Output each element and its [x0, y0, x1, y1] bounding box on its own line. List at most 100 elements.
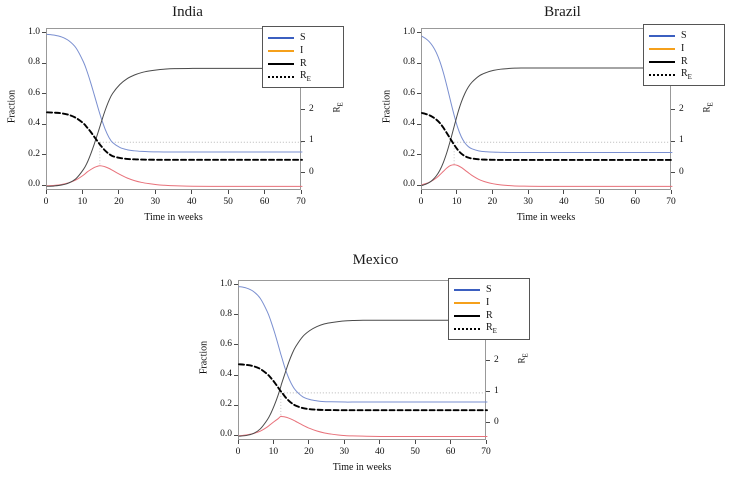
legend-item-i[interactable]: I — [644, 42, 724, 55]
xtick-label-30: 30 — [150, 197, 161, 207]
xtick-label-10: 10 — [77, 197, 88, 207]
xtick-mark — [191, 190, 193, 194]
ytick-label-0.0: 0.0 — [403, 179, 415, 190]
xtick-mark — [343, 440, 345, 444]
legend-label-s: S — [300, 31, 306, 43]
xtick-label-40: 40 — [186, 197, 197, 207]
legend-swatch-s — [454, 288, 480, 291]
x-axis-label: Time in weeks — [144, 212, 203, 223]
xtick-mark — [491, 190, 493, 194]
xtick-label-0: 0 — [43, 197, 49, 207]
legend-item-re[interactable]: RE — [644, 68, 724, 81]
ytick-label-0.8: 0.8 — [28, 57, 40, 68]
legend-swatch-s — [268, 36, 294, 39]
xtick-mark — [563, 190, 565, 194]
y2tick-mark — [671, 109, 675, 111]
ytick-mark — [417, 184, 421, 186]
y2-axis-label: RE — [702, 92, 715, 122]
legend-item-i[interactable]: I — [263, 44, 343, 57]
legend-label-r: R — [486, 309, 493, 321]
xtick-label-20: 20 — [114, 197, 124, 207]
curves-brazil — [421, 35, 673, 187]
xtick-label-40: 40 — [559, 197, 569, 207]
ytick-mark — [42, 123, 46, 125]
ytick-label-1.0: 1.0 — [220, 278, 232, 289]
y2tick-mark — [486, 360, 490, 362]
ytick-mark — [42, 184, 46, 186]
ytick-mark — [234, 434, 238, 436]
legend-label-re: RE — [300, 70, 311, 83]
curve-re-mexico — [238, 363, 488, 412]
ytick-mark — [234, 344, 238, 346]
panel-title-mexico: Mexico — [352, 252, 399, 268]
y-axis-label: Fraction — [198, 340, 210, 375]
legend-swatch-s — [649, 34, 675, 37]
ytick-label-0.4: 0.4 — [403, 118, 415, 129]
y2tick-label-2: 2 — [494, 354, 499, 365]
legend-item-re[interactable]: RE — [263, 70, 343, 83]
xtick-mark — [45, 190, 47, 194]
legend-brazil: S I R RE — [643, 24, 725, 86]
legend-label-s: S — [486, 283, 492, 295]
plot-area-india — [46, 28, 303, 190]
ytick-mark — [234, 404, 238, 406]
legend-item-r[interactable]: R — [644, 55, 724, 68]
y2tick-mark — [671, 172, 675, 174]
legend-item-s[interactable]: S — [449, 283, 529, 296]
xtick-label-50: 50 — [594, 197, 605, 207]
y2tick-mark — [671, 140, 675, 142]
y2-axis-label: RE — [332, 92, 345, 122]
legend-swatch-i — [649, 47, 675, 50]
xtick-mark — [485, 440, 487, 444]
legend-swatch-re — [649, 73, 675, 76]
xtick-mark — [272, 440, 274, 444]
curve-s-india — [46, 33, 303, 153]
y2tick-mark — [301, 172, 305, 174]
legend-label-base: R — [681, 67, 688, 79]
legend-swatch-i — [454, 301, 480, 304]
xtick-mark — [456, 190, 458, 194]
y2tick-label-2: 2 — [679, 103, 684, 114]
ytick-label-0.8: 0.8 — [403, 57, 415, 68]
y2tick-mark — [486, 391, 490, 393]
y2-axis-label-subscript: E — [521, 353, 530, 358]
legend-label-i: I — [300, 44, 304, 56]
ytick-label-0.2: 0.2 — [403, 148, 415, 159]
ytick-mark — [234, 314, 238, 316]
legend-item-s[interactable]: S — [263, 31, 343, 44]
xtick-label-60: 60 — [259, 197, 270, 207]
legend-item-re[interactable]: RE — [449, 322, 529, 335]
xtick-label-30: 30 — [339, 447, 350, 457]
legend-item-r[interactable]: R — [263, 57, 343, 70]
legend-item-s[interactable]: S — [644, 29, 724, 42]
legend-label-subscript: E — [492, 326, 497, 335]
xtick-label-20: 20 — [304, 447, 314, 457]
legend-label-subscript: E — [306, 74, 311, 83]
legend-item-r[interactable]: R — [449, 309, 529, 322]
ytick-label-0.6: 0.6 — [220, 338, 232, 349]
xtick-label-60: 60 — [445, 447, 456, 457]
ytick-mark — [42, 154, 46, 156]
legend-label-r: R — [681, 55, 688, 67]
curves-india — [46, 33, 303, 187]
ytick-mark — [234, 284, 238, 286]
legend-item-i[interactable]: I — [449, 296, 529, 309]
xtick-label-0: 0 — [235, 447, 241, 457]
y2tick-label-1: 1 — [309, 135, 314, 146]
y2-axis-label: RE — [517, 343, 530, 373]
curve-s-mexico — [238, 286, 488, 403]
xtick-mark — [414, 440, 416, 444]
ytick-label-0.4: 0.4 — [28, 118, 40, 129]
ytick-label-0.6: 0.6 — [28, 87, 40, 98]
ytick-label-0.4: 0.4 — [220, 369, 232, 380]
y2tick-mark — [301, 109, 305, 111]
curve-re-india — [46, 111, 303, 161]
x-axis-label: Time in weeks — [332, 462, 392, 473]
legend-swatch-r — [454, 314, 480, 317]
legend-swatch-r — [268, 62, 294, 65]
legend-label-s: S — [681, 29, 687, 41]
curve-i-india — [46, 165, 303, 187]
panel-mexico: Mexico0.00.20.40.60.81.00123401020304050… — [188, 252, 563, 485]
y2-axis-label-base: R — [516, 357, 527, 364]
y2-axis-label-base: R — [701, 106, 712, 113]
